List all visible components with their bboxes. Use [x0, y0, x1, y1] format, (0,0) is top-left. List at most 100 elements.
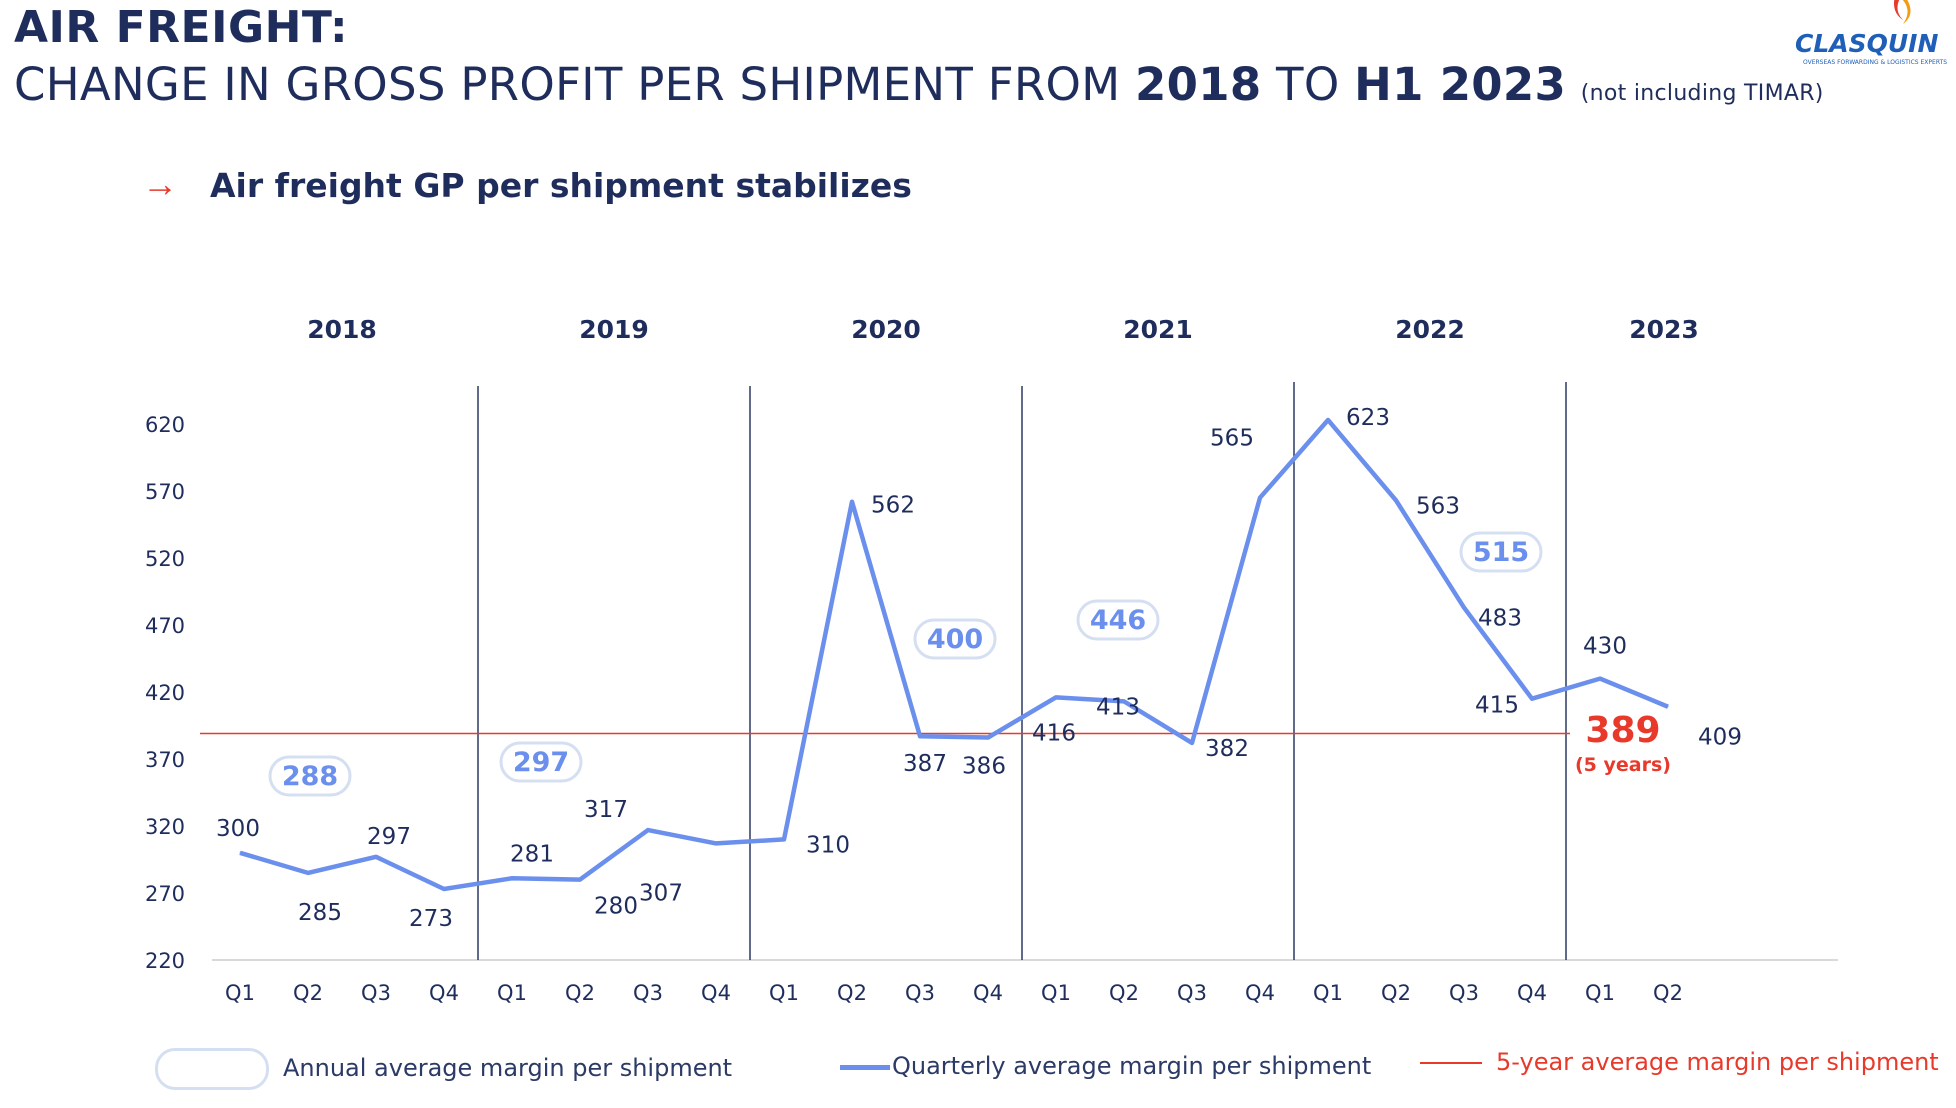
x-tick-label: Q2: [1381, 981, 1411, 1005]
data-label: 281: [510, 841, 554, 867]
chart-subtitle: Air freight GP per shipment stabilizes: [210, 166, 912, 205]
data-label: 416: [1032, 720, 1076, 746]
year-label-2022: 2022: [1395, 315, 1465, 344]
data-point: [987, 737, 989, 739]
subtitle-arrow-icon: →: [142, 163, 178, 204]
data-point: [851, 501, 853, 503]
five-year-average-label: 389: [1585, 710, 1660, 751]
data-point: [1599, 678, 1601, 680]
x-tick-label: Q3: [1449, 981, 1479, 1005]
data-point: [443, 888, 445, 890]
y-tick-label: 220: [145, 949, 185, 973]
data-point: [1463, 607, 1465, 609]
data-label: 563: [1416, 493, 1460, 519]
y-tick-label: 620: [145, 413, 185, 437]
data-label: 562: [871, 493, 915, 519]
data-label: 285: [298, 900, 342, 926]
annual-average-pill-2021: [1076, 599, 1160, 641]
data-point: [1191, 742, 1193, 744]
data-point: [715, 842, 717, 844]
x-tick-label: Q2: [837, 981, 867, 1005]
x-tick-label: Q2: [565, 981, 595, 1005]
logo-swoosh-orange: [1902, 0, 1911, 24]
annual-average-pill-2019: [499, 741, 583, 783]
data-label: 430: [1583, 634, 1627, 660]
annual-average-label-2019: 297: [513, 747, 569, 778]
data-label: 413: [1096, 694, 1140, 720]
data-point: [511, 877, 513, 879]
x-tick-label: Q2: [293, 981, 323, 1005]
x-tick-label: Q1: [1313, 981, 1343, 1005]
legend-quarterly-swatch: [840, 1064, 890, 1070]
x-tick-label: Q1: [1041, 981, 1071, 1005]
data-label: 310: [806, 832, 850, 858]
data-point: [1123, 700, 1125, 702]
data-label: 297: [367, 824, 411, 850]
data-point: [783, 838, 785, 840]
x-tick-label: Q1: [769, 981, 799, 1005]
x-tick-label: Q4: [429, 981, 459, 1005]
page-subtitle: CHANGE IN GROSS PROFIT PER SHIPMENT FROM…: [14, 58, 1824, 111]
data-label: 483: [1478, 606, 1522, 632]
y-tick-label: 470: [145, 614, 185, 638]
y-tick-label: 520: [145, 547, 185, 571]
year-label-2018: 2018: [307, 315, 377, 344]
annual-average-label-2021: 446: [1090, 605, 1146, 636]
x-tick-label: Q3: [361, 981, 391, 1005]
data-point: [375, 856, 377, 858]
legend-five-year: 5-year average margin per shipment: [1420, 1048, 1939, 1076]
logo-wordmark: CLASQUIN: [1795, 29, 1938, 58]
legend-annual-label: Annual average margin per shipment: [283, 1054, 733, 1082]
year-label-2020: 2020: [851, 315, 921, 344]
data-label: 623: [1346, 405, 1390, 431]
data-point: [239, 852, 241, 854]
year-label-2023: 2023: [1629, 315, 1699, 344]
annual-average-label-2020: 400: [927, 624, 983, 655]
x-tick-label: Q4: [973, 981, 1003, 1005]
data-point: [1395, 499, 1397, 501]
y-tick-label: 370: [145, 748, 185, 772]
data-label: 409: [1698, 725, 1742, 751]
y-tick-label: 570: [145, 480, 185, 504]
title-part-c: TO: [1261, 58, 1355, 111]
legend-annual-swatch: [155, 1048, 269, 1090]
y-tick-label: 420: [145, 681, 185, 705]
title-year-end: H1 2023: [1354, 58, 1567, 111]
legend-quarterly: Quarterly average margin per shipment: [840, 1052, 1371, 1080]
data-label: 300: [216, 816, 260, 842]
x-tick-label: Q1: [497, 981, 527, 1005]
data-label: 307: [639, 880, 683, 906]
data-point: [919, 735, 921, 737]
annual-average-pill-2018: [268, 755, 352, 797]
logo-tagline: OVERSEAS FORWARDING & LOGISTICS EXPERTS: [1803, 59, 1947, 66]
data-label: 273: [409, 906, 453, 932]
x-tick-label: Q4: [1245, 981, 1275, 1005]
data-point: [579, 879, 581, 881]
data-label: 565: [1210, 426, 1254, 452]
data-label: 382: [1205, 736, 1249, 762]
data-point: [1259, 497, 1261, 499]
legend-five-year-swatch: [1420, 1062, 1482, 1064]
data-label: 415: [1475, 693, 1519, 719]
legend-quarterly-label: Quarterly average margin per shipment: [892, 1052, 1372, 1080]
five-year-average-sublabel: (5 years): [1575, 754, 1671, 776]
data-point: [1055, 696, 1057, 698]
year-label-2021: 2021: [1123, 315, 1193, 344]
x-tick-label: Q4: [701, 981, 731, 1005]
y-tick-label: 320: [145, 815, 185, 839]
data-label: 280: [594, 894, 638, 920]
data-point: [1327, 419, 1329, 421]
data-label: 317: [584, 797, 628, 823]
annual-average-pill-2020: [913, 618, 997, 660]
title-part-a: CHANGE IN GROSS PROFIT PER SHIPMENT FROM: [14, 58, 1135, 111]
data-label: 386: [962, 754, 1006, 780]
annual-average-label-2022: 515: [1473, 537, 1529, 568]
year-label-2019: 2019: [579, 315, 649, 344]
quarterly-series-line: [239, 417, 1669, 892]
data-point: [307, 872, 309, 874]
legend-five-year-label: 5-year average margin per shipment: [1496, 1048, 1939, 1076]
x-tick-label: Q3: [1177, 981, 1207, 1005]
data-label: 387: [903, 751, 947, 777]
x-tick-label: Q1: [225, 981, 255, 1005]
